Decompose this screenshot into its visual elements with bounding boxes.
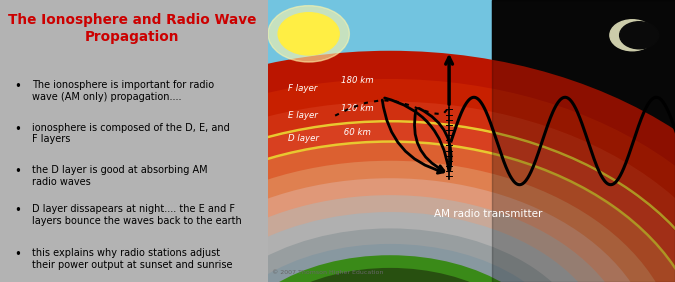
Text: •: • (15, 165, 22, 178)
Ellipse shape (101, 161, 675, 282)
Text: 60 km: 60 km (342, 128, 371, 137)
Ellipse shape (146, 195, 634, 282)
Ellipse shape (0, 79, 675, 282)
Bar (268, 0, 492, 282)
Text: E layer: E layer (288, 111, 318, 120)
Text: •: • (15, 80, 22, 93)
Text: ionosphere is composed of the D, E, and
F layers: ionosphere is composed of the D, E, and … (32, 123, 230, 144)
Ellipse shape (223, 255, 557, 282)
Ellipse shape (168, 212, 612, 282)
Circle shape (620, 22, 659, 49)
Bar (492, 0, 675, 282)
Text: •: • (15, 123, 22, 136)
Ellipse shape (50, 123, 675, 282)
Text: D layer: D layer (288, 134, 319, 143)
Ellipse shape (188, 228, 591, 282)
Text: •: • (15, 248, 22, 261)
Ellipse shape (0, 51, 675, 282)
Ellipse shape (124, 178, 657, 282)
Text: 120 km: 120 km (342, 104, 374, 113)
Ellipse shape (77, 142, 675, 282)
Circle shape (278, 13, 340, 55)
Circle shape (610, 20, 655, 51)
Text: F layer: F layer (288, 84, 317, 93)
Text: © 2007 Thomson Higher Education: © 2007 Thomson Higher Education (272, 269, 383, 275)
Text: D layer dissapears at night.... the E and F
layers bounce the waves back to the : D layer dissapears at night.... the E an… (32, 204, 242, 226)
Text: the D layer is good at absorbing AM
radio waves: the D layer is good at absorbing AM radi… (32, 165, 207, 187)
Ellipse shape (24, 102, 675, 282)
Text: 180 km: 180 km (342, 76, 374, 85)
Ellipse shape (208, 244, 572, 282)
Text: The Ionosphere and Radio Wave
Propagation: The Ionosphere and Radio Wave Propagatio… (8, 13, 256, 44)
Bar (492, 0, 675, 282)
Text: this explains why radio stations adjust
their power output at sunset and sunrise: this explains why radio stations adjust … (32, 248, 232, 270)
Text: AM radio transmitter: AM radio transmitter (433, 209, 542, 219)
Text: The ionosphere is important for radio
wave (AM only) propagation....: The ionosphere is important for radio wa… (32, 80, 214, 102)
Circle shape (268, 6, 350, 62)
Text: •: • (15, 204, 22, 217)
Ellipse shape (240, 268, 541, 282)
